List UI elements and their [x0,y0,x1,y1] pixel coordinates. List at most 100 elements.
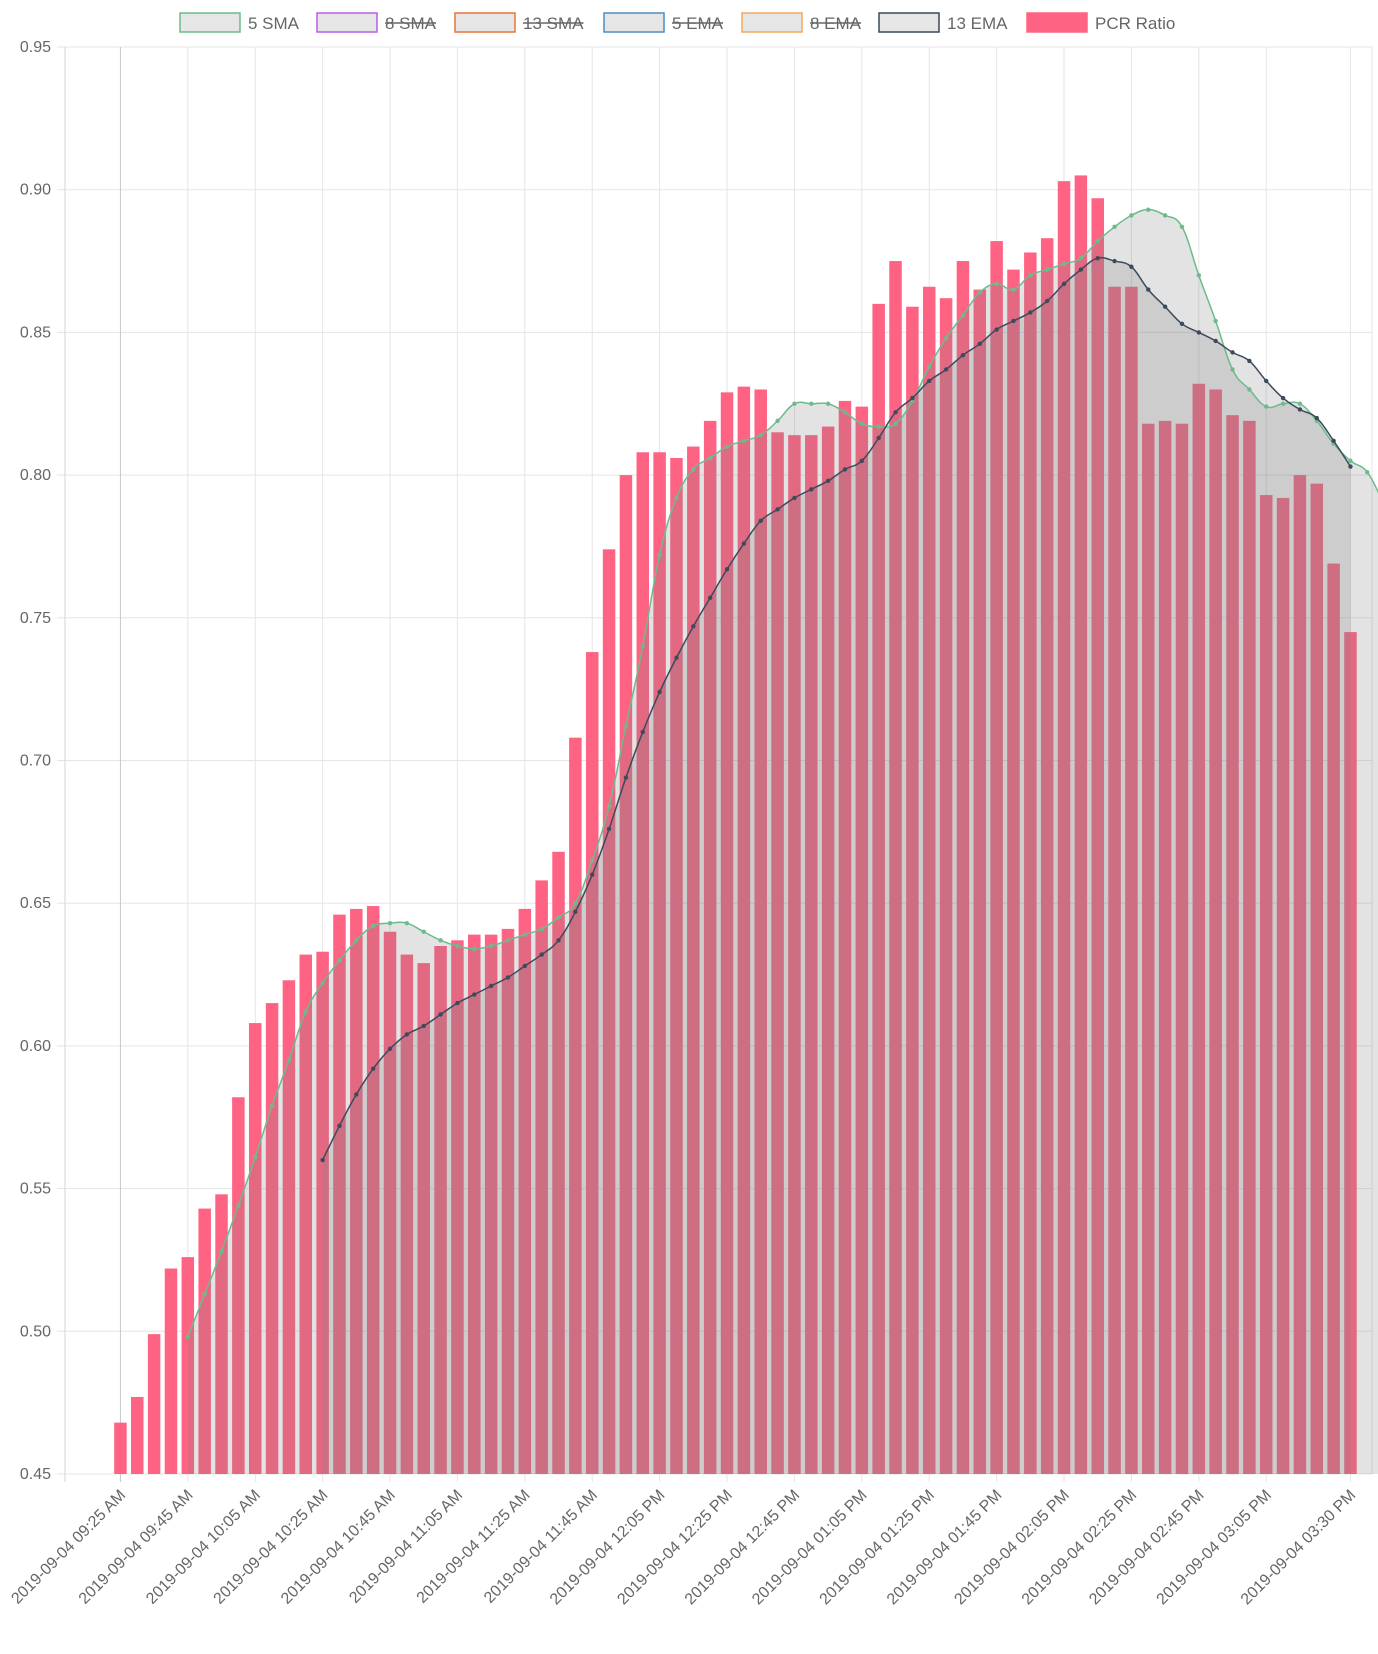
pcr-bar[interactable] [265,1003,279,1474]
13-ema-point[interactable] [1011,318,1016,324]
pcr-bar[interactable] [821,426,835,1474]
13-ema-point[interactable] [691,624,696,629]
pcr-bar[interactable] [400,954,414,1474]
pcr-bar[interactable] [922,286,936,1475]
pcr-bar[interactable] [737,386,751,1475]
pcr-bar[interactable] [889,261,902,1474]
pcr-bar[interactable] [636,452,650,1474]
5-sma-point[interactable] [320,980,325,986]
5-sma-point[interactable] [1028,273,1033,278]
pcr-bar[interactable] [518,908,532,1474]
13-ema-point[interactable] [977,341,982,347]
pcr-bar[interactable] [468,934,481,1474]
pcr-bar[interactable] [451,940,464,1474]
5-sma-point[interactable] [185,1334,191,1340]
13-ema-point[interactable] [842,467,848,472]
5-sma-point[interactable] [370,923,376,929]
13-ema-point[interactable] [1264,378,1269,384]
13-ema-point[interactable] [1247,358,1252,364]
5-sma-point[interactable] [1078,255,1084,261]
5-sma-point[interactable] [1129,213,1134,218]
pcr-bar[interactable] [1310,483,1324,1474]
5-sma-point[interactable] [236,1203,241,1208]
13-ema-point[interactable] [1129,264,1134,269]
5-sma-point[interactable] [623,724,629,729]
13-ema-point[interactable] [421,1023,426,1029]
pcr-bar[interactable] [1276,497,1290,1474]
13-ema-point[interactable] [640,729,645,735]
pcr-bar[interactable] [535,880,548,1474]
13-ema-point[interactable] [472,992,477,997]
5-sma-point[interactable] [876,424,881,429]
5-sma-point[interactable] [691,467,696,472]
5-sma-point[interactable] [1365,470,1370,475]
13-ema-point[interactable] [505,975,511,980]
13-ema-point[interactable] [1044,298,1050,304]
pcr-bar[interactable] [1192,383,1206,1475]
13-ema-point[interactable] [573,909,578,914]
5-sma-point[interactable] [859,421,865,426]
pcr-bar[interactable] [771,432,784,1474]
5-sma-point[interactable] [640,644,645,649]
5-sma-point[interactable] [1348,458,1353,464]
13-ema-point[interactable] [1179,321,1185,327]
pcr-bar[interactable] [906,306,919,1474]
5-sma-point[interactable] [539,926,544,932]
pcr-bar[interactable] [805,435,818,1474]
5-sma-point[interactable] [758,432,763,438]
5-sma-point[interactable] [657,552,662,558]
pcr-bar[interactable] [181,1257,195,1474]
5-sma-point[interactable] [606,803,612,809]
13-ema-point[interactable] [674,655,679,660]
13-ema-point[interactable] [404,1032,410,1037]
5-sma-point[interactable] [505,938,511,943]
5-sma-point[interactable] [590,858,595,863]
5-sma-point[interactable] [809,401,814,406]
pcr-bar[interactable] [687,446,700,1474]
13-ema-point[interactable] [1280,395,1286,401]
5-sma-point[interactable] [1264,404,1269,409]
13-ema-point[interactable] [370,1066,376,1071]
legend-item-5-ema[interactable]: 5 EMA [603,12,724,33]
pcr-bar[interactable] [1209,389,1222,1475]
pcr-bar[interactable] [585,652,599,1474]
5-sma-point[interactable] [421,929,426,934]
pcr-bar[interactable] [720,392,734,1475]
13-ema-point[interactable] [758,518,763,523]
5-sma-point[interactable] [404,920,410,926]
pcr-bar[interactable] [248,1023,262,1474]
13-ema-point[interactable] [707,595,713,601]
pcr-bar[interactable] [333,914,346,1474]
5-sma-point[interactable] [253,1155,258,1160]
5-sma-point[interactable] [573,901,578,906]
pcr-bar[interactable] [299,954,313,1474]
5-sma-point[interactable] [337,958,342,963]
5-sma-point[interactable] [455,943,460,949]
13-ema-point[interactable] [488,983,494,989]
5-sma-point[interactable] [825,401,831,406]
13-ema-point[interactable] [1028,310,1033,315]
legend-item-5-sma[interactable]: 5 SMA [179,12,300,33]
pcr-bar[interactable] [973,289,987,1475]
13-ema-point[interactable] [910,395,915,401]
legend-item-pcr-ratio[interactable]: PCR Ratio [1026,12,1175,33]
13-ema-point[interactable] [741,541,747,546]
13-ema-point[interactable] [809,487,814,492]
pcr-bar[interactable] [552,851,565,1474]
5-sma-point[interactable] [893,421,898,426]
5-sma-point[interactable] [556,915,561,920]
13-ema-point[interactable] [960,353,966,358]
5-sma-point[interactable] [977,290,982,295]
13-ema-point[interactable] [539,952,544,957]
13-ema-point[interactable] [337,1123,342,1129]
5-sma-point[interactable] [994,281,999,287]
pcr-bar[interactable] [198,1208,211,1474]
pcr-bar[interactable] [1091,198,1104,1475]
pcr-bar[interactable] [1142,423,1155,1474]
5-sma-point[interactable] [927,364,932,369]
5-sma-point[interactable] [1044,267,1050,272]
5-sma-point[interactable] [286,1057,292,1063]
13-ema-point[interactable] [775,507,780,512]
13-ema-point[interactable] [320,1157,325,1163]
5-sma-point[interactable] [1061,261,1067,267]
